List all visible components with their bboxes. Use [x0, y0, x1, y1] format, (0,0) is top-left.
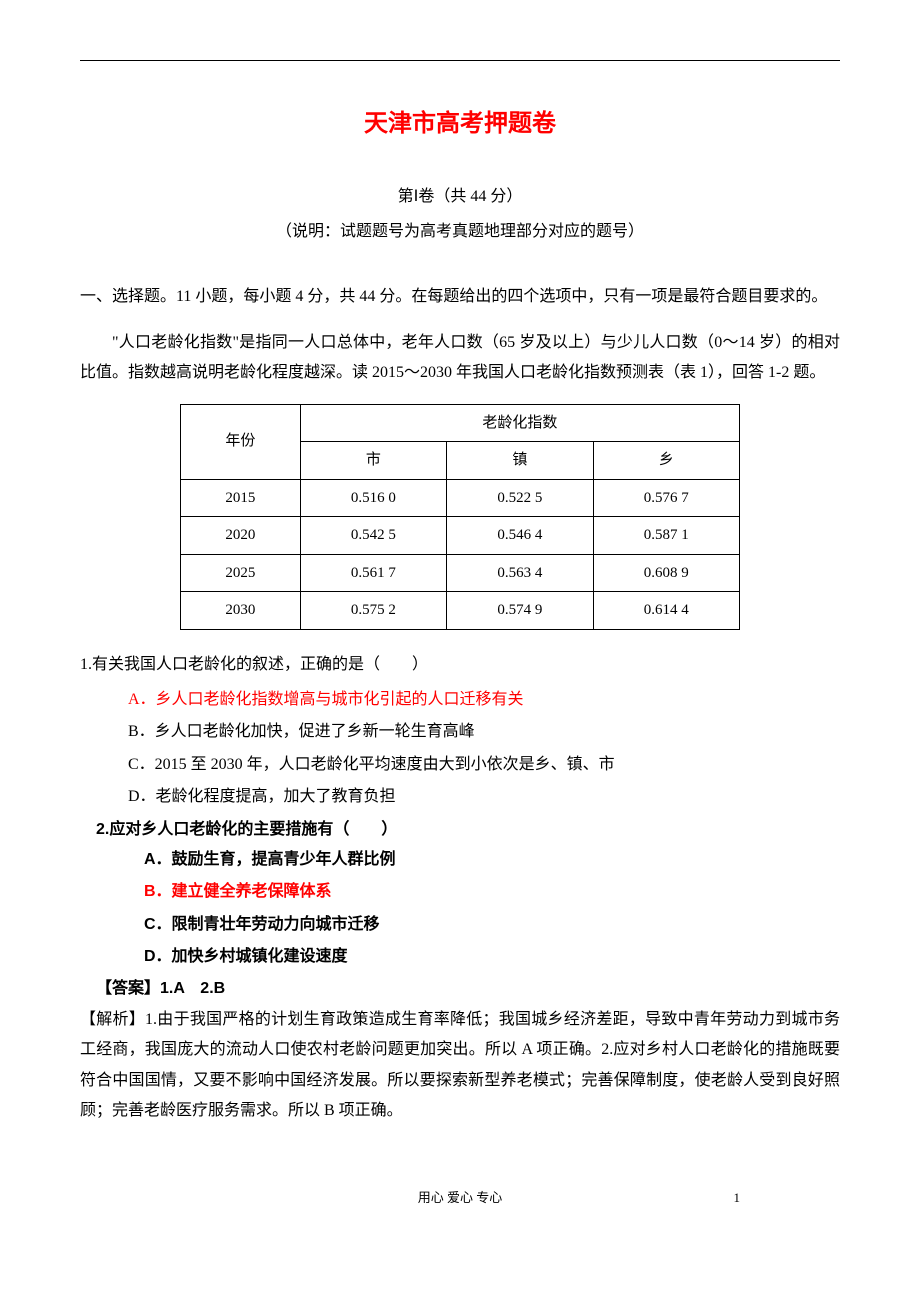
document-title: 天津市高考押题卷 — [80, 101, 840, 147]
table-header-year: 年份 — [181, 404, 301, 479]
table-cell: 0.587 1 — [593, 517, 739, 555]
question-2-stem: 2.应对乡人口老龄化的主要措施有（ ） — [96, 815, 840, 845]
q2-option-b: B．建立健全养老保障体系 — [144, 877, 840, 907]
table-row: 2030 0.575 2 0.574 9 0.614 4 — [181, 592, 740, 630]
table-row: 2025 0.561 7 0.563 4 0.608 9 — [181, 554, 740, 592]
q1-option-c: C．2015 至 2030 年，人口老龄化平均速度由大到小依次是乡、镇、市 — [128, 750, 840, 780]
q1-option-b: B．乡人口老龄化加快，促进了乡新一轮生育高峰 — [128, 717, 840, 747]
table-header-group: 老龄化指数 — [300, 404, 739, 442]
explanation-text: 【解析】1.由于我国严格的计划生育政策造成生育率降低；我国城乡经济差距，导致中青… — [80, 1005, 840, 1127]
passage-text: "人口老龄化指数"是指同一人口总体中，老年人口数（65 岁及以上）与少儿人口数（… — [80, 328, 840, 389]
q2-option-d: D．加快乡村城镇化建设速度 — [144, 942, 840, 972]
table-cell: 0.574 9 — [447, 592, 593, 630]
table-cell: 2020 — [181, 517, 301, 555]
question-1-stem: 1.有关我国人口老龄化的叙述，正确的是（ ） — [80, 650, 840, 680]
table-cell: 0.516 0 — [300, 479, 446, 517]
q2-option-c: C．限制青壮年劳动力向城市迁移 — [144, 910, 840, 940]
footer: 用心 爱心 专心 1 — [80, 1186, 840, 1211]
subtitle-note: （说明：试题题号为高考真题地理部分对应的题号） — [80, 217, 840, 247]
answer-label: 【答案】1.A 2.B — [96, 974, 840, 1004]
q1-option-d: D．老龄化程度提高，加大了教育负担 — [128, 782, 840, 812]
table-col-town: 镇 — [447, 442, 593, 480]
footer-text: 用心 爱心 专心 — [418, 1190, 503, 1205]
table-cell: 0.546 4 — [447, 517, 593, 555]
table-cell: 0.563 4 — [447, 554, 593, 592]
page-number: 1 — [734, 1186, 741, 1211]
table-cell: 2015 — [181, 479, 301, 517]
table-row: 2015 0.516 0 0.522 5 0.576 7 — [181, 479, 740, 517]
aging-index-table: 年份 老龄化指数 市 镇 乡 2015 0.516 0 0.522 5 0.57… — [180, 404, 740, 630]
question-2-options: A．鼓励生育，提高青少年人群比例 B．建立健全养老保障体系 C．限制青壮年劳动力… — [144, 845, 840, 973]
table-cell: 0.542 5 — [300, 517, 446, 555]
section-intro: 一、选择题。11 小题，每小题 4 分，共 44 分。在每题给出的四个选项中，只… — [80, 282, 840, 312]
table-cell: 0.575 2 — [300, 592, 446, 630]
table-cell: 0.576 7 — [593, 479, 739, 517]
header-rule — [80, 60, 840, 61]
subtitle: 第Ⅰ卷（共 44 分） — [80, 182, 840, 212]
table-cell: 2025 — [181, 554, 301, 592]
table-cell: 0.561 7 — [300, 554, 446, 592]
table-col-village: 乡 — [593, 442, 739, 480]
table-col-city: 市 — [300, 442, 446, 480]
table-row: 2020 0.542 5 0.546 4 0.587 1 — [181, 517, 740, 555]
table-cell: 0.522 5 — [447, 479, 593, 517]
q2-option-a: A．鼓励生育，提高青少年人群比例 — [144, 845, 840, 875]
question-1-options: A．乡人口老龄化指数增高与城市化引起的人口迁移有关 B．乡人口老龄化加快，促进了… — [128, 685, 840, 813]
q1-option-a: A．乡人口老龄化指数增高与城市化引起的人口迁移有关 — [128, 685, 840, 715]
table-cell: 0.608 9 — [593, 554, 739, 592]
table-cell: 0.614 4 — [593, 592, 739, 630]
table-cell: 2030 — [181, 592, 301, 630]
